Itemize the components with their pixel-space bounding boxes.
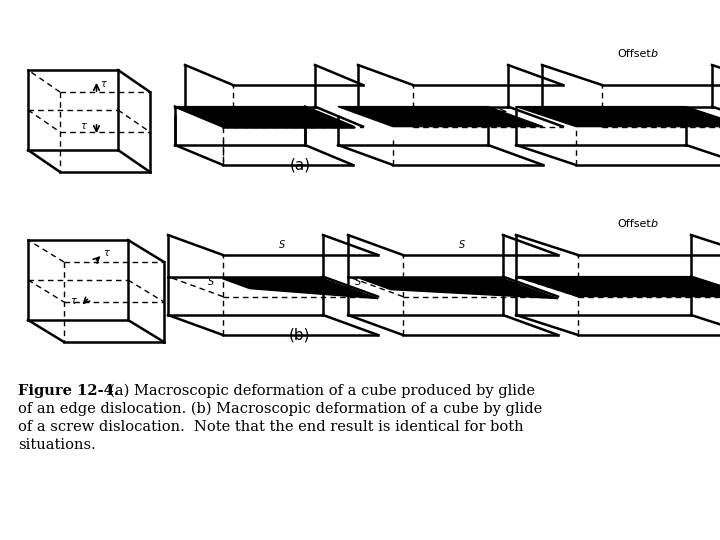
Text: Figure 12-4.: Figure 12-4. bbox=[18, 384, 119, 398]
Polygon shape bbox=[516, 106, 720, 126]
Text: $\tau$: $\tau$ bbox=[79, 121, 87, 131]
Polygon shape bbox=[338, 106, 543, 126]
Text: $S$: $S$ bbox=[207, 275, 215, 287]
Polygon shape bbox=[175, 106, 353, 126]
Text: $\tau$: $\tau$ bbox=[104, 248, 112, 258]
Polygon shape bbox=[361, 279, 558, 299]
Text: situations.: situations. bbox=[18, 438, 96, 452]
Text: $S$: $S$ bbox=[457, 238, 465, 250]
Text: $S$: $S$ bbox=[277, 238, 285, 250]
Text: (a): (a) bbox=[289, 158, 310, 173]
Text: (a) Macroscopic deformation of a cube produced by glide: (a) Macroscopic deformation of a cube pr… bbox=[100, 383, 535, 398]
Text: (b): (b) bbox=[289, 328, 311, 343]
Text: of a screw dislocation.  Note that the end result is identical for both: of a screw dislocation. Note that the en… bbox=[18, 420, 523, 434]
Text: $\tau$: $\tau$ bbox=[99, 79, 107, 89]
Text: $\tau$: $\tau$ bbox=[71, 296, 78, 306]
Polygon shape bbox=[222, 279, 378, 299]
Text: Offset: Offset bbox=[617, 49, 651, 59]
Text: of an edge dislocation. (b) Macroscopic deformation of a cube by glide: of an edge dislocation. (b) Macroscopic … bbox=[18, 402, 542, 416]
Text: $b$: $b$ bbox=[650, 217, 659, 229]
Text: Offset: Offset bbox=[617, 219, 651, 229]
Text: $S$: $S$ bbox=[354, 275, 362, 287]
Polygon shape bbox=[516, 276, 720, 296]
Text: $b$: $b$ bbox=[650, 47, 659, 59]
